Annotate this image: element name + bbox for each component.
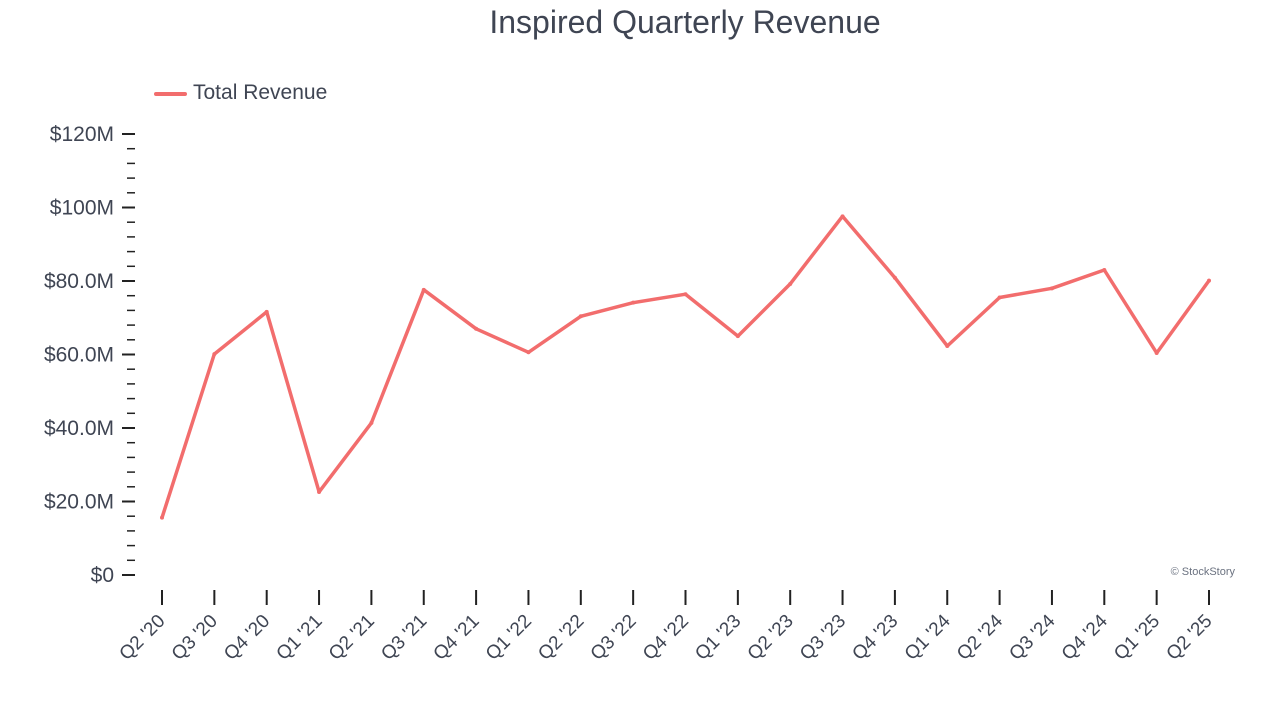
y-tick-label: $40.0M <box>44 417 114 440</box>
x-tick-label: Q4 '21 <box>430 611 484 665</box>
data-point <box>1049 286 1054 291</box>
x-tick-label: Q1 '25 <box>1110 611 1164 665</box>
data-point <box>1154 351 1159 356</box>
x-tick-label: Q2 '24 <box>953 610 1007 664</box>
data-point <box>788 281 793 286</box>
x-tick-label: Q4 '22 <box>639 611 693 665</box>
data-point <box>212 352 217 357</box>
series-layer <box>160 214 1211 520</box>
legend-label-total-revenue: Total Revenue <box>193 81 327 104</box>
data-point <box>1102 267 1107 272</box>
x-tick-label: Q1 '23 <box>691 611 745 665</box>
data-point <box>474 326 479 331</box>
data-point <box>997 295 1002 300</box>
y-tick-label: $80.0M <box>44 270 114 293</box>
y-tick-label: $0 <box>91 564 114 587</box>
series-line-total-revenue <box>160 214 1211 520</box>
x-tick-label: Q4 '20 <box>220 611 274 665</box>
data-point <box>369 420 374 425</box>
legend: Total Revenue <box>154 81 327 104</box>
credit-text: © StockStory <box>1171 566 1236 578</box>
x-tick-label: Q1 '21 <box>273 611 327 665</box>
data-point <box>735 334 740 339</box>
data-point <box>578 314 583 319</box>
x-tick-label: Q1 '22 <box>482 611 536 665</box>
y-tick-label: $60.0M <box>44 344 114 367</box>
x-tick-label: Q4 '24 <box>1058 610 1112 664</box>
data-point <box>1207 278 1211 283</box>
data-point <box>840 214 845 219</box>
data-point <box>421 287 426 292</box>
y-tick-label: $20.0M <box>44 491 114 514</box>
data-point <box>264 309 269 314</box>
data-point <box>631 300 636 305</box>
x-tick-label: Q3 '22 <box>587 611 641 665</box>
x-tick-label: Q3 '20 <box>168 611 222 665</box>
data-point <box>892 275 897 280</box>
x-tick-label: Q2 '22 <box>534 611 588 665</box>
x-tick-label: Q3 '24 <box>1005 610 1059 664</box>
data-point <box>160 515 164 520</box>
y-tick-label: $120M <box>50 123 114 146</box>
data-point <box>317 489 322 494</box>
y-axis: $0 $20.0M $40.0M $60.0M $80.0M $100M $120M <box>44 123 135 587</box>
data-point <box>526 350 531 355</box>
data-point <box>683 292 688 297</box>
x-tick-label: Q1 '24 <box>901 610 955 664</box>
chart-title: Inspired Quarterly Revenue <box>489 4 880 40</box>
x-tick-label: Q2 '23 <box>744 611 798 665</box>
x-tick-label: Q3 '23 <box>796 611 850 665</box>
x-tick-label: Q2 '25 <box>1163 611 1217 665</box>
data-point <box>945 344 950 349</box>
y-tick-label: $100M <box>50 197 114 220</box>
x-tick-label: Q2 '20 <box>116 611 170 665</box>
x-tick-label: Q2 '21 <box>325 611 379 665</box>
x-tick-label: Q3 '21 <box>377 611 431 665</box>
x-tick-label: Q4 '23 <box>848 611 902 665</box>
